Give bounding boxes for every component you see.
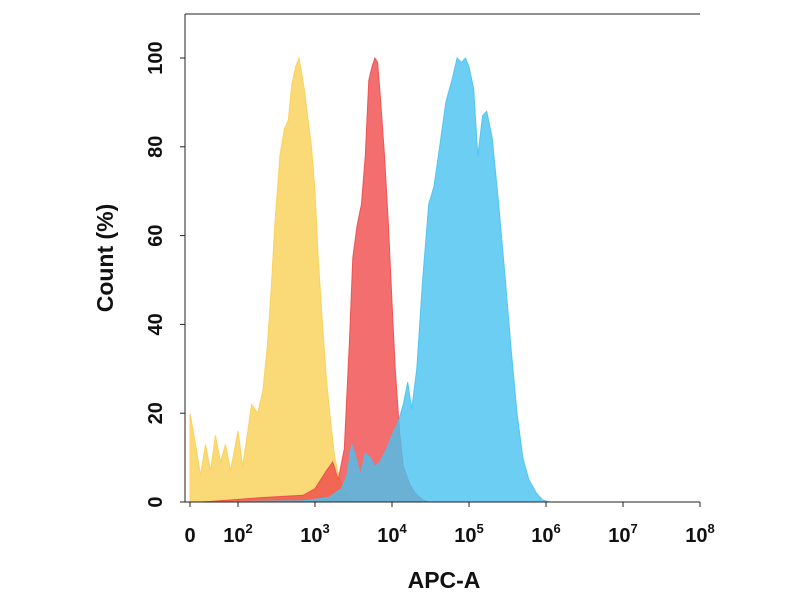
x-tick-label: 0 <box>184 525 195 547</box>
x-tick-label: 104 <box>377 521 407 547</box>
x-tick-base: 10 <box>377 525 399 547</box>
x-tick-exponent: 4 <box>400 521 408 536</box>
x-tick-exponent: 3 <box>323 521 330 536</box>
y-tick-label: 20 <box>145 402 167 424</box>
x-tick-base: 10 <box>223 525 245 547</box>
x-tick-exponent: 5 <box>477 521 484 536</box>
y-tick-label: 80 <box>145 136 167 158</box>
x-tick-base: 0 <box>184 525 195 547</box>
x-tick-label: 106 <box>531 521 560 547</box>
histogram-series-3 <box>189 57 550 503</box>
x-tick-exponent: 2 <box>246 521 253 536</box>
x-tick-label: 103 <box>300 521 329 547</box>
x-tick-label: 105 <box>454 521 483 547</box>
x-tick-base: 10 <box>608 525 630 547</box>
x-tick-base: 10 <box>454 525 476 547</box>
y-axis-title: Count (%) <box>92 204 118 313</box>
x-tick-exponent: 7 <box>631 521 638 536</box>
x-tick-exponent: 6 <box>554 521 561 536</box>
x-tick-base: 10 <box>685 525 707 547</box>
histogram-series-layer <box>189 56 550 503</box>
histogram-series-1 <box>189 56 358 503</box>
x-tick-label: 107 <box>608 521 637 547</box>
x-tick-base: 10 <box>300 525 322 547</box>
y-tick-label: 40 <box>145 313 167 335</box>
x-tick-base: 10 <box>531 525 553 547</box>
plot-frame <box>184 13 700 503</box>
y-tick-label: 0 <box>145 496 167 507</box>
x-axis-title: APC-A <box>408 567 481 593</box>
x-tick-label: 102 <box>223 521 252 547</box>
x-tick-exponent: 8 <box>708 521 715 536</box>
y-tick-label: 100 <box>145 41 167 74</box>
y-tick-label: 60 <box>145 224 167 246</box>
x-tick-label: 108 <box>685 521 714 547</box>
